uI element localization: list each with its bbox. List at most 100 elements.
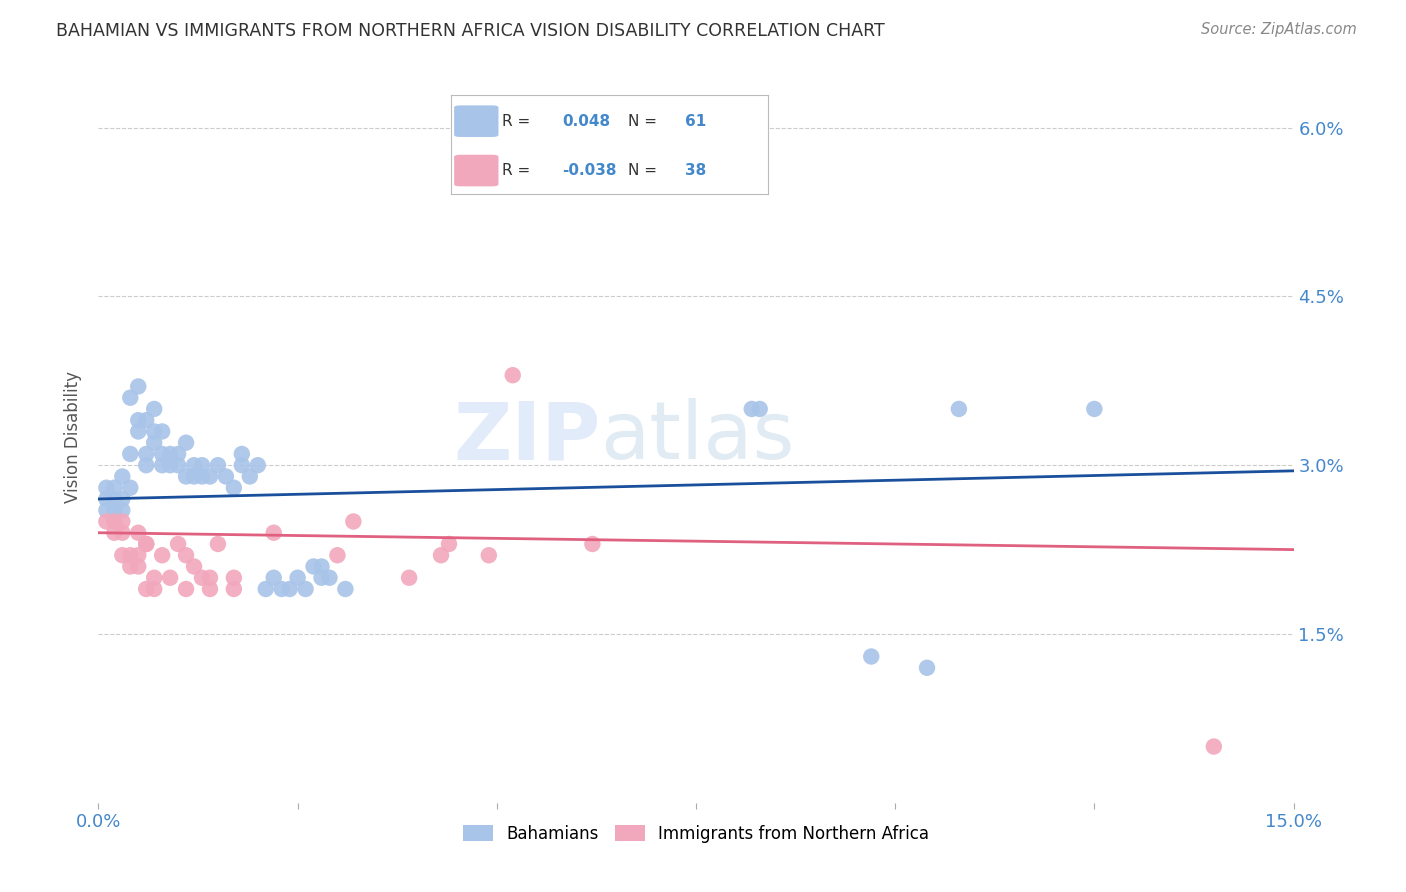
Point [915,661,938,675]
Point [103,503,125,517]
Point [263,525,285,540]
Point [311,571,333,585]
Point [127,425,149,439]
Point [135,582,157,596]
Point [103,515,125,529]
Point [948,401,970,416]
Point [437,537,460,551]
Point [103,525,125,540]
Point [174,548,197,562]
Point [111,548,134,562]
Point [167,537,190,551]
Point [159,458,181,473]
Point [231,458,253,473]
Point [294,582,316,596]
Point [127,413,149,427]
Point [127,525,149,540]
Legend: Bahamians, Immigrants from Northern Africa: Bahamians, Immigrants from Northern Afri… [456,818,936,849]
Point [174,582,197,596]
Point [96,515,118,529]
Point [311,559,333,574]
Text: BAHAMIAN VS IMMIGRANTS FROM NORTHERN AFRICA VISION DISABILITY CORRELATION CHART: BAHAMIAN VS IMMIGRANTS FROM NORTHERN AFR… [56,22,884,40]
Point [254,582,277,596]
Y-axis label: Vision Disability: Vision Disability [65,371,83,503]
Point [135,537,157,551]
Point [222,582,245,596]
Point [183,469,205,483]
Point [111,469,134,483]
Point [143,571,166,585]
Point [191,469,214,483]
Point [111,491,134,506]
Text: Source: ZipAtlas.com: Source: ZipAtlas.com [1201,22,1357,37]
Point [120,548,142,562]
Point [207,458,229,473]
Point [183,559,205,574]
Point [103,491,125,506]
Point [159,571,181,585]
Point [335,582,357,596]
Point [174,435,197,450]
Point [96,503,118,517]
Text: atlas: atlas [600,398,794,476]
Point [860,649,883,664]
Point [159,447,181,461]
Point [120,481,142,495]
Point [96,481,118,495]
Point [198,571,221,585]
Point [143,435,166,450]
Point [398,571,420,585]
Point [135,537,157,551]
Point [222,481,245,495]
Point [1202,739,1225,754]
Point [174,469,197,483]
Point [215,469,238,483]
Point [198,469,221,483]
Point [270,582,292,596]
Point [167,458,190,473]
Point [502,368,524,383]
Point [111,525,134,540]
Point [103,515,125,529]
Point [167,447,190,461]
Point [127,559,149,574]
Point [342,515,364,529]
Point [478,548,501,562]
Point [183,458,205,473]
Point [326,548,349,562]
Point [120,559,142,574]
Point [150,458,173,473]
Point [120,447,142,461]
Point [239,469,262,483]
Text: ZIP: ZIP [453,398,600,476]
Point [150,548,173,562]
Point [150,425,173,439]
Point [526,120,548,135]
Point [1083,401,1105,416]
Point [581,537,603,551]
Point [120,391,142,405]
Point [143,582,166,596]
Point [96,491,118,506]
Point [127,379,149,393]
Point [111,515,134,529]
Point [150,447,173,461]
Point [741,401,763,416]
Point [103,481,125,495]
Point [278,582,301,596]
Point [135,413,157,427]
Point [127,548,149,562]
Point [135,458,157,473]
Point [748,401,770,416]
Point [222,571,245,585]
Point [302,559,325,574]
Point [207,537,229,551]
Point [198,582,221,596]
Point [191,571,214,585]
Point [191,458,214,473]
Point [287,571,309,585]
Point [135,447,157,461]
Point [430,548,453,562]
Point [143,401,166,416]
Point [318,571,340,585]
